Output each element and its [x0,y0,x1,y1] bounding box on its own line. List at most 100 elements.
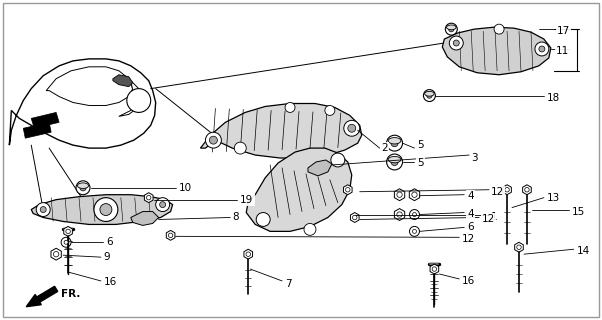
Circle shape [127,89,150,112]
Text: 12: 12 [462,234,476,244]
Text: 2: 2 [382,143,388,153]
Circle shape [412,229,417,233]
Polygon shape [244,249,253,259]
Circle shape [353,215,357,220]
Polygon shape [350,212,359,222]
Circle shape [36,203,50,217]
Circle shape [64,240,68,244]
Circle shape [66,229,70,234]
Polygon shape [23,122,51,138]
Circle shape [40,207,46,212]
Polygon shape [503,185,511,195]
Polygon shape [51,248,61,260]
Text: 18: 18 [547,92,560,102]
Circle shape [331,153,345,167]
Circle shape [386,154,403,170]
Circle shape [285,102,295,112]
Circle shape [100,204,112,215]
Circle shape [80,185,86,191]
Circle shape [453,40,459,46]
Polygon shape [144,193,153,203]
Circle shape [412,212,417,217]
Text: 16: 16 [104,277,117,287]
Circle shape [391,140,398,147]
Circle shape [494,24,504,34]
Circle shape [445,23,458,35]
Circle shape [344,120,360,136]
Ellipse shape [447,25,456,30]
Circle shape [517,245,521,250]
Polygon shape [523,185,531,195]
Circle shape [397,212,402,217]
Polygon shape [119,81,141,116]
Circle shape [156,198,170,212]
Polygon shape [200,103,362,158]
Circle shape [209,136,217,144]
Text: 14: 14 [577,246,590,256]
Circle shape [246,252,250,256]
Text: 4: 4 [467,209,474,219]
Ellipse shape [388,138,401,144]
Circle shape [325,106,335,116]
Text: 4: 4 [467,191,474,201]
Circle shape [160,202,166,208]
Text: 1: 1 [491,212,498,222]
Polygon shape [64,227,72,236]
Polygon shape [166,230,175,240]
Circle shape [409,210,420,220]
Text: 5: 5 [417,158,424,168]
Polygon shape [394,209,405,220]
Polygon shape [10,59,156,148]
Circle shape [412,192,417,197]
Polygon shape [308,160,332,176]
Circle shape [449,36,464,50]
Circle shape [61,237,71,247]
Text: 17: 17 [557,26,570,36]
Polygon shape [394,189,405,201]
Circle shape [234,142,246,154]
Text: 16: 16 [462,276,476,286]
Polygon shape [515,242,523,252]
Text: 7: 7 [285,279,292,289]
Text: 15: 15 [572,206,585,217]
Circle shape [427,93,432,98]
Polygon shape [442,27,551,75]
Text: 11: 11 [556,46,569,56]
Circle shape [505,188,509,192]
Polygon shape [131,212,159,225]
Text: 8: 8 [232,212,239,222]
Circle shape [386,135,403,151]
Polygon shape [409,189,420,201]
Circle shape [346,188,350,192]
Text: 6: 6 [106,237,113,247]
Text: 3: 3 [471,153,478,163]
Circle shape [94,198,118,221]
Text: 12: 12 [491,187,504,197]
Text: FR.: FR. [61,289,81,299]
Circle shape [76,181,90,195]
Circle shape [54,252,59,257]
Text: 6: 6 [467,222,474,232]
Circle shape [146,196,151,200]
Polygon shape [344,185,352,195]
Polygon shape [31,112,59,128]
FancyArrow shape [26,286,58,307]
Ellipse shape [388,156,401,163]
Circle shape [391,158,398,165]
Circle shape [169,233,173,237]
Circle shape [205,132,222,148]
Polygon shape [246,148,352,231]
Circle shape [348,124,356,132]
Polygon shape [113,75,133,87]
Circle shape [304,223,316,235]
Polygon shape [430,264,439,274]
Polygon shape [46,67,133,106]
Text: 10: 10 [179,183,191,193]
Text: 5: 5 [417,140,424,150]
Circle shape [256,212,270,227]
Text: 12: 12 [482,214,495,224]
Circle shape [539,46,545,52]
Circle shape [448,27,454,32]
Circle shape [432,267,436,271]
Circle shape [535,42,549,56]
